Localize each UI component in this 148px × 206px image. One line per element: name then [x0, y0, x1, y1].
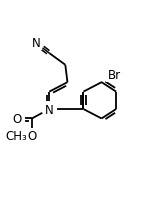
Text: N: N — [32, 37, 41, 50]
Text: N: N — [45, 103, 54, 116]
Text: O: O — [12, 112, 21, 125]
Text: CH₃: CH₃ — [6, 130, 28, 143]
Text: O: O — [27, 130, 37, 143]
Text: Br: Br — [107, 69, 120, 82]
